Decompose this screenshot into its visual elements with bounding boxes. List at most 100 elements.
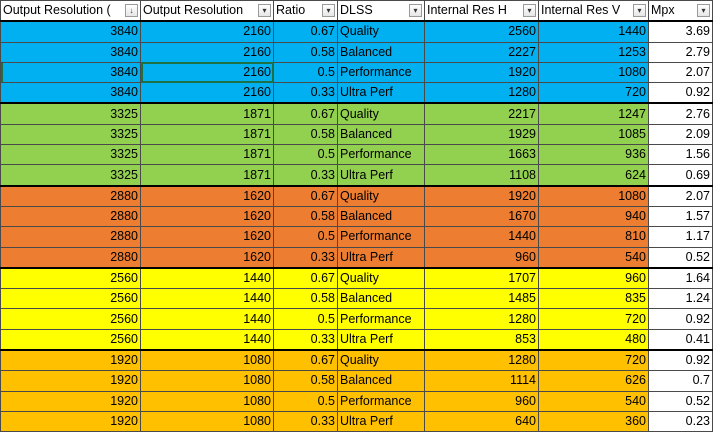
table-cell[interactable]: 2.07 xyxy=(648,184,713,207)
table-cell[interactable]: 3325 xyxy=(0,144,141,166)
column-header-6[interactable]: Internal Res V ▾ xyxy=(538,0,649,22)
table-cell[interactable]: 0.58 xyxy=(273,123,338,146)
table-cell[interactable]: 0.7 xyxy=(648,370,713,392)
table-cell[interactable]: 0.67 xyxy=(273,184,338,207)
table-cell[interactable]: 1707 xyxy=(424,266,539,290)
table-cell[interactable]: 960 xyxy=(424,246,539,269)
table-cell[interactable]: 3840 xyxy=(0,61,141,84)
table-cell[interactable]: 1620 xyxy=(140,205,274,228)
table-cell[interactable]: Ultra Perf xyxy=(337,328,425,351)
table-cell[interactable]: 1440 xyxy=(538,20,649,43)
table-cell[interactable]: 540 xyxy=(538,390,649,412)
table-cell[interactable]: 960 xyxy=(538,266,649,290)
table-cell[interactable]: Quality xyxy=(337,20,425,43)
table-cell[interactable]: 1871 xyxy=(140,123,274,146)
table-cell[interactable]: Ultra Perf xyxy=(337,164,425,187)
table-cell[interactable]: 2.79 xyxy=(648,41,713,63)
table-cell[interactable]: 0.92 xyxy=(648,82,713,104)
table-cell[interactable]: 2160 xyxy=(140,82,274,104)
filter-dropdown-icon[interactable]: ▾ xyxy=(322,4,335,17)
table-cell[interactable]: 1871 xyxy=(140,164,274,187)
table-cell[interactable]: 1.17 xyxy=(648,226,713,248)
table-cell[interactable]: 1663 xyxy=(424,144,539,166)
table-cell[interactable]: 1080 xyxy=(140,349,274,372)
table-cell[interactable]: 1670 xyxy=(424,205,539,228)
table-cell[interactable]: 1871 xyxy=(140,102,274,125)
table-cell[interactable]: 1080 xyxy=(140,390,274,412)
table-cell[interactable]: 720 xyxy=(538,349,649,372)
table-cell[interactable]: 0.58 xyxy=(273,205,338,228)
table-cell[interactable]: Performance xyxy=(337,226,425,248)
table-cell[interactable]: 1080 xyxy=(140,370,274,392)
table-cell[interactable]: 0.92 xyxy=(648,349,713,372)
sort-descending-filter-icon[interactable]: ↓ xyxy=(125,4,138,17)
table-cell[interactable]: 1280 xyxy=(424,82,539,104)
table-cell[interactable]: 1114 xyxy=(424,370,539,392)
column-header-2[interactable]: Output Resolution ▾ xyxy=(140,0,274,22)
table-cell[interactable]: 1440 xyxy=(140,328,274,351)
table-cell[interactable]: 624 xyxy=(538,164,649,187)
table-cell[interactable]: 1920 xyxy=(0,370,141,392)
table-cell[interactable]: 940 xyxy=(538,205,649,228)
column-header-1[interactable]: Output Resolution (↓ xyxy=(0,0,141,22)
filter-dropdown-icon[interactable]: ▾ xyxy=(523,4,536,17)
table-cell[interactable]: 2217 xyxy=(424,102,539,125)
table-cell[interactable]: 720 xyxy=(538,308,649,330)
table-cell[interactable]: 480 xyxy=(538,328,649,351)
table-cell[interactable]: 0.41 xyxy=(648,328,713,351)
table-cell[interactable]: 1.56 xyxy=(648,144,713,166)
filter-dropdown-icon[interactable]: ▾ xyxy=(258,4,271,17)
table-cell[interactable]: Balanced xyxy=(337,205,425,228)
table-cell[interactable]: 2560 xyxy=(424,20,539,43)
table-cell[interactable]: 1.57 xyxy=(648,205,713,228)
table-cell[interactable]: 1.24 xyxy=(648,288,713,310)
table-cell[interactable]: 0.58 xyxy=(273,41,338,63)
table-cell[interactable]: 1085 xyxy=(538,123,649,146)
table-cell[interactable]: 2.09 xyxy=(648,123,713,146)
table-cell[interactable]: 0.5 xyxy=(273,308,338,330)
table-cell[interactable]: 1440 xyxy=(140,308,274,330)
table-cell[interactable]: Quality xyxy=(337,184,425,207)
table-cell[interactable]: 0.52 xyxy=(648,390,713,412)
table-cell[interactable]: 626 xyxy=(538,370,649,392)
table-cell[interactable]: Ultra Perf xyxy=(337,82,425,104)
table-cell[interactable]: 0.58 xyxy=(273,288,338,310)
table-cell[interactable]: 0.58 xyxy=(273,370,338,392)
table-cell[interactable]: Balanced xyxy=(337,288,425,310)
table-cell[interactable]: 2880 xyxy=(0,226,141,248)
table-cell[interactable]: 835 xyxy=(538,288,649,310)
table-cell[interactable]: 720 xyxy=(538,82,649,104)
table-cell[interactable]: 1440 xyxy=(140,266,274,290)
table-cell[interactable]: 0.5 xyxy=(273,226,338,248)
table-cell[interactable]: 0.67 xyxy=(273,20,338,43)
table-cell[interactable]: 3840 xyxy=(0,82,141,104)
table-cell[interactable]: Ultra Perf xyxy=(337,246,425,269)
table-cell[interactable]: 0.23 xyxy=(648,410,713,432)
table-cell[interactable]: Performance xyxy=(337,390,425,412)
table-cell[interactable]: 3840 xyxy=(0,20,141,43)
table-cell[interactable]: 540 xyxy=(538,246,649,269)
table-cell[interactable]: 2160 xyxy=(140,61,274,84)
column-header-5[interactable]: Internal Res H ▾ xyxy=(424,0,539,22)
table-cell[interactable]: 1920 xyxy=(424,184,539,207)
table-cell[interactable]: Performance xyxy=(337,144,425,166)
table-cell[interactable]: 2880 xyxy=(0,205,141,228)
table-cell[interactable]: Quality xyxy=(337,266,425,290)
table-cell[interactable]: 2880 xyxy=(0,184,141,207)
table-cell[interactable]: 1920 xyxy=(0,349,141,372)
table-cell[interactable]: 0.69 xyxy=(648,164,713,187)
table-cell[interactable]: 2160 xyxy=(140,20,274,43)
table-cell[interactable]: 1280 xyxy=(424,308,539,330)
table-cell[interactable]: 3.69 xyxy=(648,20,713,43)
table-cell[interactable]: 0.33 xyxy=(273,164,338,187)
table-cell[interactable]: 2.07 xyxy=(648,61,713,84)
table-cell[interactable]: 1920 xyxy=(0,390,141,412)
table-cell[interactable]: 1620 xyxy=(140,184,274,207)
table-cell[interactable]: 0.5 xyxy=(273,61,338,84)
table-cell[interactable]: 360 xyxy=(538,410,649,432)
table-cell[interactable]: 1440 xyxy=(424,226,539,248)
table-cell[interactable]: 810 xyxy=(538,226,649,248)
table-cell[interactable]: 936 xyxy=(538,144,649,166)
table-cell[interactable]: 0.33 xyxy=(273,328,338,351)
table-cell[interactable]: Balanced xyxy=(337,370,425,392)
